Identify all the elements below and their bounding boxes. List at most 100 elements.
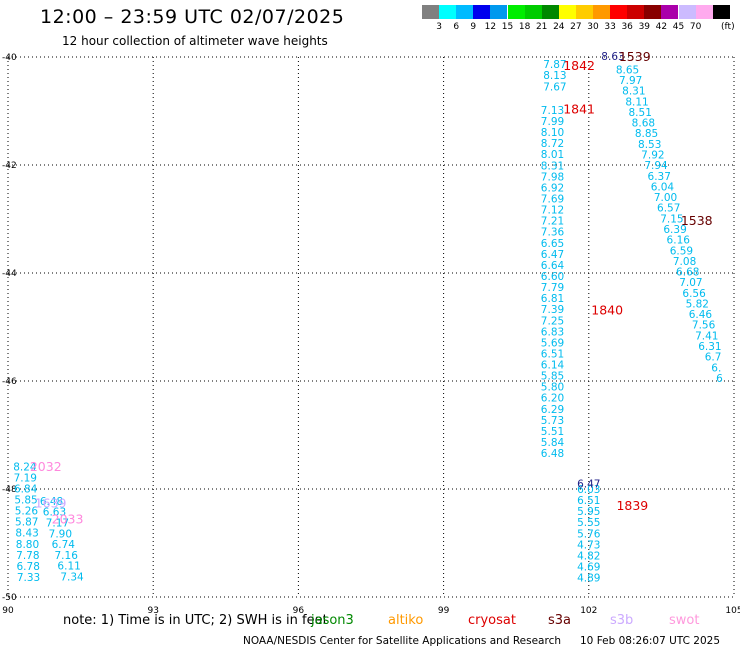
legend-swatch — [524, 5, 542, 19]
legend-tick-label: 27 — [570, 22, 582, 32]
legend-swatch — [627, 5, 645, 19]
pass-time-label: 1839 — [616, 498, 648, 513]
wave-height-value: 5.87 — [15, 517, 38, 529]
wave-height-value: 6.29 — [541, 404, 564, 416]
wave-height-value: 7.17 — [46, 517, 69, 529]
legend-swatch — [695, 5, 713, 19]
legend-tick-label: 42 — [655, 22, 668, 32]
wave-height-value: 8.43 — [15, 528, 38, 540]
wave-height-value: 6.14 — [541, 360, 565, 372]
wave-height-value: 7.79 — [541, 282, 564, 294]
wave-height-value: 7.99 — [541, 116, 564, 128]
pass-time-label: 2033 — [52, 512, 84, 527]
wave-height-value: 6.92 — [541, 182, 564, 194]
wave-height-value: 5.26 — [15, 506, 39, 518]
lat-tick-label: -42 — [2, 161, 17, 171]
wave-height-value: 6.83 — [541, 326, 564, 338]
wave-height-value: 6 — [716, 373, 723, 385]
wave-height-value: 7.94 — [644, 160, 668, 172]
wave-height-value: 6.04 — [651, 181, 675, 193]
pass-time-label: 1539 — [619, 49, 651, 64]
wave-height-value: 6.59 — [670, 245, 693, 257]
legend-swatch — [610, 5, 628, 19]
wave-height-value: 6.16 — [667, 235, 691, 247]
lat-tick-label: -44 — [2, 269, 17, 279]
wave-height-value: 6.74 — [52, 539, 76, 551]
wave-height-value: 7.69 — [541, 193, 564, 205]
wave-height-value: 6.81 — [541, 293, 564, 305]
wave-height-value: 7.16 — [55, 550, 79, 562]
wave-height-value: 6.78 — [17, 561, 40, 573]
wave-height-value: 6.31 — [698, 341, 721, 353]
wave-height-value: 8.53 — [638, 139, 661, 151]
lon-tick-label: 99 — [438, 606, 450, 616]
legend-tick-label: 6 — [453, 22, 460, 32]
wave-height-value: 4.89 — [577, 573, 600, 585]
wave-height-value: 7.56 — [692, 320, 716, 332]
wave-height-value: 7.78 — [16, 550, 39, 562]
satellite-label-jason3: jason3 — [311, 613, 354, 628]
legend-tick-label: 70 — [689, 22, 702, 32]
wave-height-value: 5.51 — [541, 426, 564, 438]
wave-height-value: 7.87 — [543, 59, 566, 71]
satellite-label-altiko: altiko — [388, 613, 424, 628]
credit-text: NOAA/NESDIS Center for Satellite Applica… — [243, 635, 561, 647]
wave-height-value: 6. — [711, 362, 721, 374]
pass-time-label: 1841 — [563, 101, 595, 116]
legend-tick-label: 24 — [553, 22, 565, 32]
legend-swatch — [593, 5, 610, 19]
wave-height-value: 6.65 — [541, 238, 564, 250]
legend-tick-label: 21 — [535, 22, 548, 32]
wave-height-value: 5.69 — [541, 337, 564, 349]
lon-tick-label: 102 — [580, 606, 597, 616]
wave-height-value: 4.69 — [577, 561, 600, 573]
legend-tick-label: 39 — [638, 22, 651, 32]
pass-time-label: 1840 — [591, 303, 623, 318]
generation-timestamp: 10 Feb 08:26:07 UTC 2025 — [580, 635, 720, 647]
wave-height-value: 8.01 — [541, 149, 564, 161]
wave-height-value: 5.95 — [577, 506, 600, 518]
wave-height-value: 7.90 — [49, 528, 72, 540]
wave-height-value: 6.60 — [541, 271, 564, 283]
wave-height-value: 8.11 — [625, 96, 648, 108]
pass-time-label: 1842 — [563, 58, 595, 73]
wave-height-value: 6.68 — [676, 267, 699, 279]
wave-height-value: 6.64 — [541, 260, 565, 272]
footer-note: note: 1) Time is in UTC; 2) SWH is in fe… — [63, 613, 328, 628]
satellite-label-cryosat: cryosat — [468, 613, 516, 628]
satellite-label-s3b: s3b — [610, 613, 634, 628]
wave-height-value: 5.82 — [686, 298, 709, 310]
wave-height-value: 7.39 — [541, 304, 564, 316]
wave-height-value: 4.73 — [577, 539, 600, 551]
legend-swatch — [558, 5, 576, 19]
lat-tick-label: -40 — [2, 53, 17, 63]
wave-height-value: 8.85 — [635, 128, 658, 140]
wave-height-value: 6.48 — [40, 496, 63, 508]
page-title: 12:00 – 23:59 UTC 02/07/2025 — [40, 6, 345, 28]
wave-height-value: 6.51 — [577, 495, 600, 507]
wave-height-value: 6.51 — [541, 348, 564, 360]
legend-tick-label: 18 — [518, 22, 531, 32]
wave-height-value: 6.20 — [541, 393, 564, 405]
wave-height-value: 7.21 — [541, 216, 564, 228]
wave-height-value: 6.7 — [705, 352, 722, 364]
pass-time-label: 1639 — [35, 496, 67, 511]
legend-swatch — [456, 5, 474, 19]
wave-height-value: 6.84 — [14, 483, 38, 495]
wave-height-value: 6.47 — [541, 249, 564, 261]
lon-tick-label: 105 — [725, 606, 740, 616]
wave-height-value: 8.51 — [629, 107, 652, 119]
wave-height-value: 6.39 — [663, 224, 686, 236]
wave-height-value: 6.46 — [689, 309, 713, 321]
legend-tick-label: 12 — [484, 22, 497, 32]
wave-height-value: 7.67 — [543, 81, 566, 93]
lat-tick-label: -48 — [2, 485, 17, 495]
wave-height-value: 5.76 — [577, 528, 601, 540]
wave-height-value: 4.82 — [577, 550, 600, 562]
wave-height-value: 7.07 — [679, 277, 702, 289]
lon-tick-label: 96 — [293, 606, 305, 616]
wave-height-value: 7.97 — [619, 75, 642, 87]
legend-tick-label: 33 — [604, 22, 616, 32]
wave-height-value: 7.12 — [541, 205, 564, 217]
